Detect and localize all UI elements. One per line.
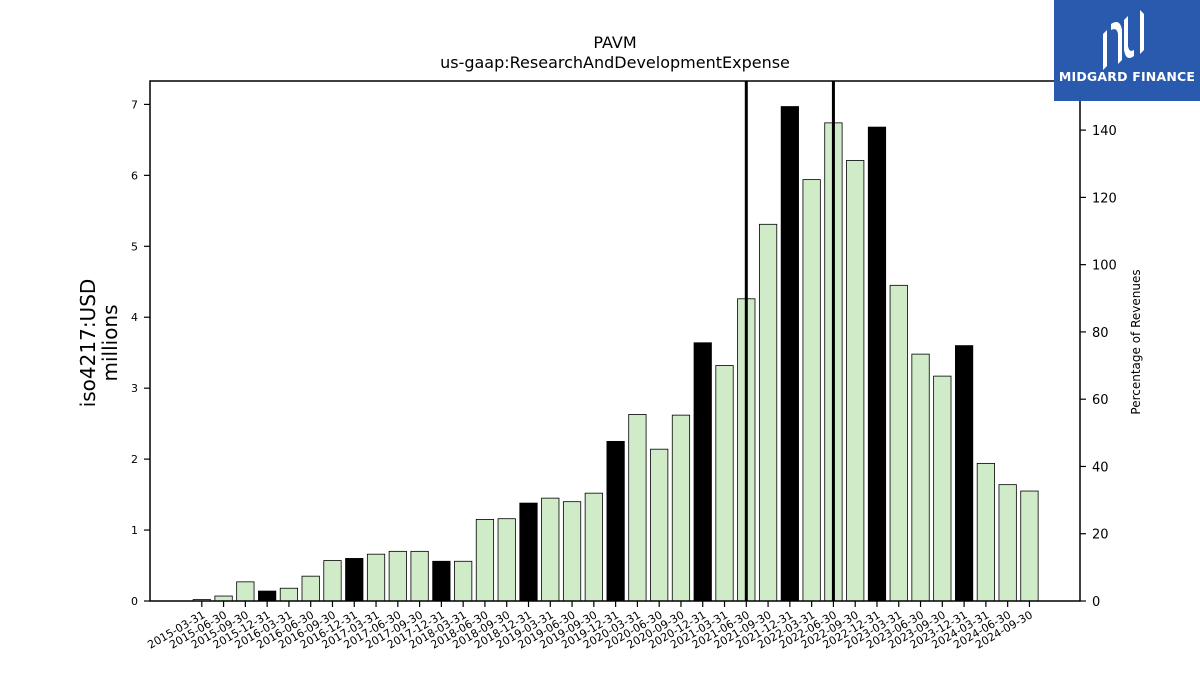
bar xyxy=(976,462,995,602)
midgard-logo-icon xyxy=(1103,10,1144,70)
bar xyxy=(236,581,255,602)
y2-tick-label: 140 xyxy=(1092,124,1117,139)
y2-tick-label: 80 xyxy=(1092,326,1109,341)
bar xyxy=(998,484,1017,602)
y-tick-label: 6 xyxy=(131,169,138,182)
y2-tick-label: 100 xyxy=(1092,259,1117,274)
bar xyxy=(541,497,560,602)
pct-lines-group xyxy=(744,81,835,601)
y-tick-label: 5 xyxy=(131,240,138,253)
bar xyxy=(432,560,451,602)
bar xyxy=(345,558,364,602)
y2-tick-label: 40 xyxy=(1092,460,1109,475)
bar xyxy=(780,106,799,602)
y2-axis: 0 20 40 60 80 100 120 140 xyxy=(1080,124,1117,610)
y-axis-label: iso4217:USDmillions xyxy=(76,279,122,408)
bar xyxy=(933,375,952,602)
bar xyxy=(562,501,582,602)
y2-axis-label: Percentage of Revenues xyxy=(1129,269,1143,414)
y-tick-label: 2 xyxy=(131,453,138,466)
y2-tick-label: 0 xyxy=(1092,595,1100,610)
chart-title: PAVM xyxy=(593,33,636,52)
plot-frame xyxy=(149,80,1081,602)
y-tick-label: 4 xyxy=(131,311,138,324)
bar xyxy=(366,553,386,602)
bar xyxy=(301,575,320,602)
bar xyxy=(410,550,429,602)
bar xyxy=(323,560,342,602)
bar xyxy=(889,284,908,602)
y-tick-label: 1 xyxy=(131,524,138,537)
y-tick-label: 3 xyxy=(131,382,138,395)
brand-logo: MIDGARD FINANCE xyxy=(1054,0,1200,101)
bar xyxy=(584,492,603,602)
bar xyxy=(454,560,473,602)
y2-tick-label: 120 xyxy=(1092,191,1117,206)
bar xyxy=(693,342,712,602)
y-tick-label: 7 xyxy=(131,98,138,111)
bar xyxy=(955,345,974,602)
y-axis-label-line: iso4217:USD xyxy=(76,279,100,408)
bar xyxy=(911,353,930,602)
bar xyxy=(258,590,277,602)
bar xyxy=(758,223,778,602)
x-axis: 2015-03-312015-06-302015-09-302015-12-31… xyxy=(145,601,1035,652)
y-tick-label: 0 xyxy=(131,595,138,608)
bar xyxy=(867,126,887,602)
bar xyxy=(1020,490,1039,602)
brand-name: MIDGARD FINANCE xyxy=(1058,69,1196,84)
bar xyxy=(715,365,734,602)
y-axis-label-line: millions xyxy=(98,304,122,381)
bar xyxy=(475,519,495,602)
bar xyxy=(519,502,538,602)
bar xyxy=(802,179,821,602)
bar xyxy=(846,160,865,602)
bar xyxy=(497,518,516,602)
bar xyxy=(650,448,669,602)
bar xyxy=(628,414,647,602)
bar xyxy=(606,440,625,602)
bar xyxy=(671,414,691,602)
bar xyxy=(388,550,407,602)
chart-subtitle: us-gaap:ResearchAndDevelopmentExpense xyxy=(440,53,790,72)
bar xyxy=(279,587,299,602)
y2-tick-label: 20 xyxy=(1092,528,1109,543)
y2-tick-label: 60 xyxy=(1092,393,1109,408)
y-axis: 0 1 2 3 4 5 6 7 xyxy=(131,98,150,608)
bars-group xyxy=(192,106,1039,602)
